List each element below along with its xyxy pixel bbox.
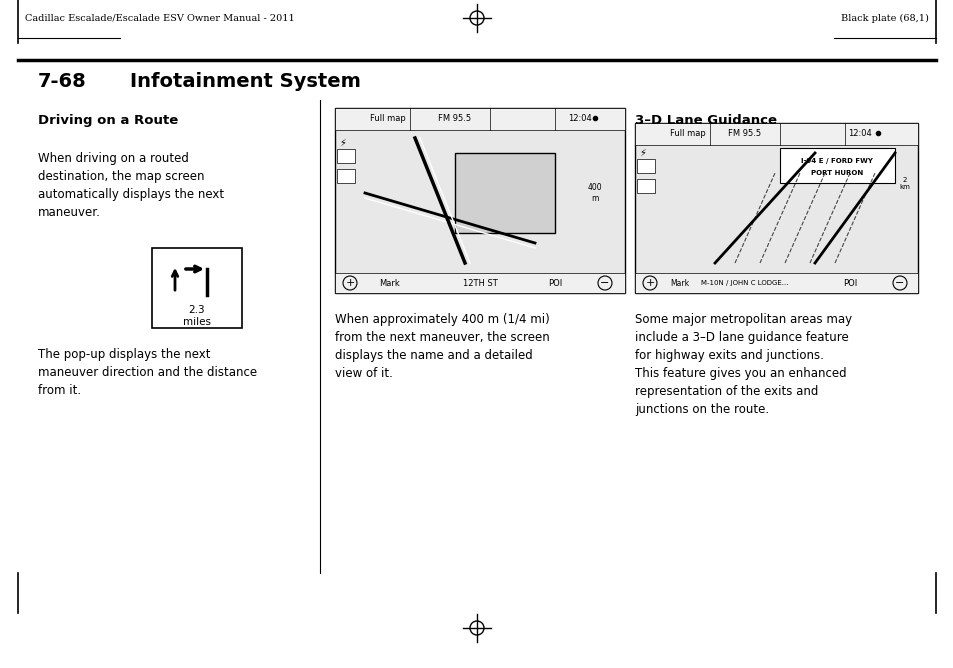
Text: +: + (345, 278, 355, 288)
Text: Infotainment System: Infotainment System (130, 71, 360, 90)
FancyBboxPatch shape (335, 108, 624, 293)
FancyBboxPatch shape (335, 108, 624, 130)
FancyBboxPatch shape (635, 123, 917, 293)
FancyBboxPatch shape (637, 159, 655, 173)
Text: 12:04: 12:04 (568, 114, 591, 122)
Text: 7-68: 7-68 (38, 71, 87, 90)
Text: Some major metropolitan areas may
include a 3–D lane guidance feature
for highwa: Some major metropolitan areas may includ… (635, 313, 851, 416)
FancyBboxPatch shape (635, 123, 917, 145)
Text: Driving on a Route: Driving on a Route (38, 114, 178, 126)
Text: 3–D Lane Guidance: 3–D Lane Guidance (635, 114, 776, 126)
FancyBboxPatch shape (637, 179, 655, 193)
Text: Mark: Mark (379, 279, 400, 287)
FancyBboxPatch shape (336, 169, 355, 183)
Text: 12TH ST: 12TH ST (462, 279, 497, 287)
Text: PORT HURON: PORT HURON (810, 170, 862, 176)
Text: M-10N / JOHN C LODGE...: M-10N / JOHN C LODGE... (700, 280, 788, 286)
Text: +: + (644, 278, 654, 288)
FancyBboxPatch shape (780, 148, 894, 183)
Text: 2
km: 2 km (899, 176, 909, 190)
FancyBboxPatch shape (335, 273, 624, 293)
FancyBboxPatch shape (635, 273, 917, 293)
Text: POI: POI (547, 279, 561, 287)
Text: FM 95.5: FM 95.5 (728, 128, 760, 138)
Text: Cadillac Escalade/Escalade ESV Owner Manual - 2011: Cadillac Escalade/Escalade ESV Owner Man… (25, 13, 294, 23)
Text: I-94 E / FORD FWY: I-94 E / FORD FWY (801, 158, 872, 164)
Text: Mark: Mark (670, 279, 689, 287)
Text: 400
m: 400 m (587, 183, 601, 202)
Text: When approximately 400 m (1/4 mi)
from the next maneuver, the screen
displays th: When approximately 400 m (1/4 mi) from t… (335, 313, 549, 380)
Text: −: − (894, 278, 903, 288)
Text: 2.3
miles: 2.3 miles (183, 305, 211, 327)
Text: When driving on a routed
destination, the map screen
automatically displays the : When driving on a routed destination, th… (38, 152, 224, 219)
Text: ⚡: ⚡ (639, 148, 646, 158)
Text: ⚡: ⚡ (339, 138, 346, 148)
Text: The pop-up displays the next
maneuver direction and the distance
from it.: The pop-up displays the next maneuver di… (38, 348, 257, 397)
Text: POI: POI (842, 279, 856, 287)
Text: 12:04: 12:04 (847, 128, 871, 138)
FancyBboxPatch shape (455, 153, 555, 233)
Text: Full map: Full map (370, 114, 405, 122)
FancyBboxPatch shape (152, 248, 242, 328)
FancyBboxPatch shape (336, 149, 355, 163)
Text: Full map: Full map (669, 128, 705, 138)
Text: FM 95.5: FM 95.5 (438, 114, 471, 122)
Text: Black plate (68,1): Black plate (68,1) (841, 13, 928, 23)
Text: −: − (599, 278, 609, 288)
